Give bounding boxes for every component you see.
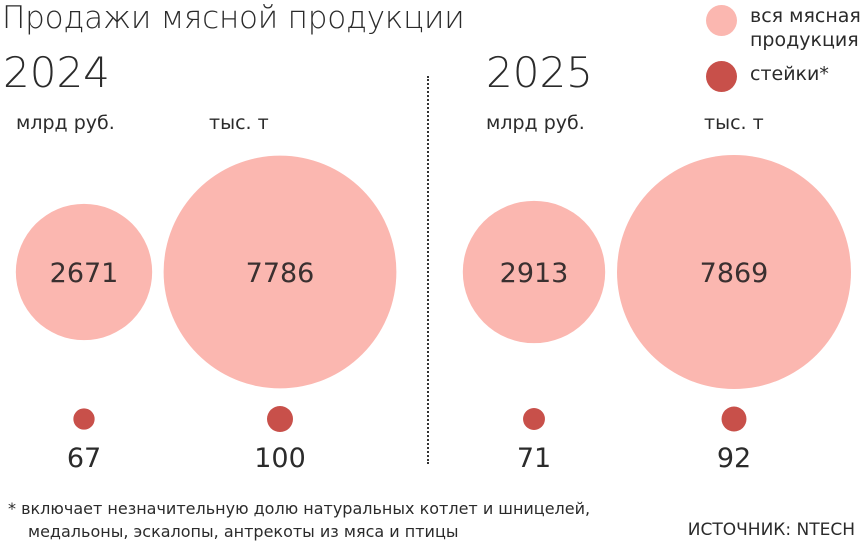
bubble-all-2025-0 [462, 200, 606, 344]
bubble-all-2024-1 [163, 155, 397, 389]
year-divider [427, 76, 429, 464]
footnote-line-2: медальоны, эскалопы, антрекоты из мяса и… [28, 522, 459, 541]
bubble-all-2024-0 [15, 203, 153, 341]
bubble-all-2025-1 [617, 155, 851, 389]
source-label: ИСТОЧНИК: NTECH [687, 520, 855, 540]
footnote-line-1: * включает незначительную долю натуральн… [8, 499, 591, 518]
unit-label-2024-money: млрд руб. [16, 112, 115, 134]
year-label-2025: 2025 [486, 48, 593, 97]
legend-label-all: вся мясная продукция [750, 4, 861, 52]
legend-label-all-line1: вся мясная [750, 5, 861, 27]
legend-swatch-all [706, 5, 737, 36]
bubble-steaks-label-2024-0: 67 [67, 443, 101, 474]
chart-title: Продажи мясной продукции [2, 0, 465, 36]
unit-label-2025-volume: тыс. т [704, 112, 764, 134]
bubble-steaks-2024-1 [267, 406, 293, 432]
legend-swatch-steaks [706, 61, 737, 92]
bubble-steaks-2024-0 [73, 408, 95, 430]
footnote: * включает незначительную долю натуральн… [8, 497, 590, 543]
legend-label-all-line2: продукция [750, 29, 859, 51]
bubble-steaks-2025-1 [721, 406, 747, 432]
bubble-all-label-2025-1: 7869 [700, 258, 769, 289]
unit-label-2025-money: млрд руб. [486, 112, 585, 134]
bubble-all-label-2024-0: 2671 [50, 258, 119, 289]
unit-label-2024-volume: тыс. т [209, 112, 269, 134]
bubble-steaks-label-2025-0: 71 [517, 443, 551, 474]
bubble-steaks-2025-0 [523, 408, 545, 430]
year-label-2024: 2024 [3, 48, 110, 97]
bubble-all-label-2025-0: 2913 [500, 258, 569, 289]
bubble-steaks-label-2025-1: 92 [717, 443, 751, 474]
bubble-steaks-label-2024-1: 100 [254, 443, 306, 474]
legend-label-steaks: стейки* [750, 63, 829, 85]
bubble-all-label-2024-1: 7786 [246, 258, 315, 289]
